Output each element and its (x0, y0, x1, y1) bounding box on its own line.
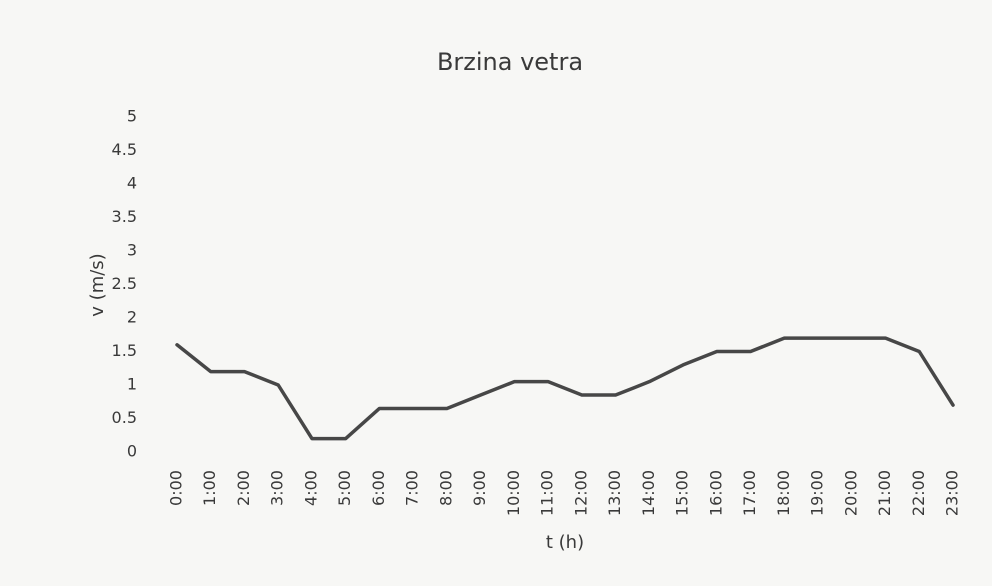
x-axis-label: t (h) (546, 532, 584, 553)
x-tick-label: 9:00 (470, 470, 489, 506)
x-tick-label: 4:00 (301, 470, 320, 506)
x-tick-label: 23:00 (943, 470, 962, 516)
x-tick-label: 1:00 (200, 470, 219, 506)
y-tick-label: 3 (127, 241, 137, 260)
x-tick-label: 16:00 (706, 470, 725, 516)
x-tick-label: 19:00 (808, 470, 827, 516)
y-tick-label: 2 (127, 308, 137, 327)
x-tick-label: 2:00 (234, 470, 253, 506)
x-tick-label: 22:00 (909, 470, 928, 516)
x-tick-label: 13:00 (605, 470, 624, 516)
y-tick-label: 3.5 (112, 207, 137, 226)
y-tick-label: 5 (127, 107, 137, 126)
y-tick-label: 4 (127, 174, 137, 193)
y-tick-label: 2.5 (112, 274, 137, 293)
y-axis-label: v (m/s) (87, 253, 108, 316)
x-tick-label: 5:00 (335, 470, 354, 506)
x-tick-label: 0:00 (167, 470, 186, 506)
chart-title: Brzina vetra (437, 48, 583, 76)
x-tick-label: 12:00 (571, 470, 590, 516)
x-tick-label: 17:00 (740, 470, 759, 516)
x-tick-label: 3:00 (268, 470, 287, 506)
x-tick-label: 20:00 (841, 470, 860, 516)
y-tick-label: 1 (127, 375, 137, 394)
x-tick-label: 8:00 (436, 470, 455, 506)
x-tick-label: 15:00 (673, 470, 692, 516)
x-tick-label: 21:00 (875, 470, 894, 516)
y-tick-label: 0.5 (112, 408, 137, 427)
y-tick-label: 1.5 (112, 341, 137, 360)
x-tick-label: 7:00 (403, 470, 422, 506)
x-tick-label: 14:00 (639, 470, 658, 516)
x-tick-label: 6:00 (369, 470, 388, 506)
y-tick-label: 0 (127, 442, 137, 461)
x-tick-label: 18:00 (774, 470, 793, 516)
y-tick-label: 4.5 (112, 140, 137, 159)
x-tick-label: 10:00 (504, 470, 523, 516)
data-line (175, 336, 955, 441)
x-tick-label: 11:00 (538, 470, 557, 516)
